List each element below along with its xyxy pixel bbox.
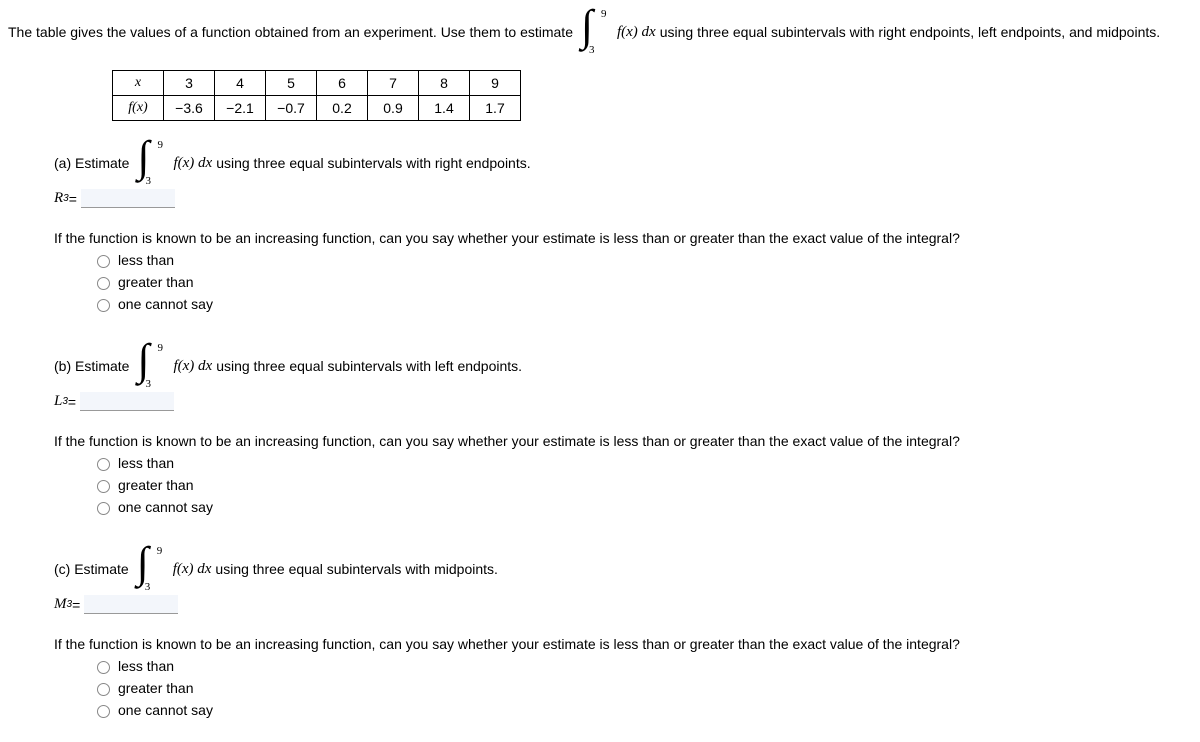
r3-input[interactable] — [81, 189, 175, 208]
question-text-b: If the function is known to be an increa… — [54, 433, 1192, 449]
radio-greater-than-c[interactable] — [97, 683, 110, 696]
data-table: x 3 4 5 6 7 8 9 f(x) −3.6 −2.1 −0.7 0.2 … — [112, 70, 521, 121]
table-cell: 0.2 — [317, 96, 368, 121]
radio-greater-than-b[interactable] — [97, 480, 110, 493]
table-cell: 0.9 — [368, 96, 419, 121]
intro-post: using three equal subintervals with righ… — [660, 24, 1160, 40]
option-label: less than — [118, 252, 174, 268]
radio-cannot-say-a[interactable] — [97, 299, 110, 312]
table-cell: x — [113, 71, 164, 96]
table-cell: 4 — [215, 71, 266, 96]
radio-less-than-c[interactable] — [97, 661, 110, 674]
part-c-label: (c) Estimate — [54, 561, 129, 577]
part-a-prompt: (a) Estimate ∫ 9 3 f(x) dx using three e… — [54, 139, 1192, 187]
answer-var: R — [54, 190, 63, 207]
question-text-a: If the function is known to be an increa… — [54, 230, 1192, 246]
integral-symbol: ∫ 9 3 — [575, 8, 615, 56]
part-b-post: using three equal subintervals with left… — [216, 358, 522, 374]
radio-greater-than-a[interactable] — [97, 277, 110, 290]
part-b-label: (b) Estimate — [54, 358, 129, 374]
table-cell: 5 — [266, 71, 317, 96]
table-cell: 8 — [419, 71, 470, 96]
table-cell: 7 — [368, 71, 419, 96]
radio-less-than-a[interactable] — [97, 255, 110, 268]
radio-less-than-b[interactable] — [97, 458, 110, 471]
table-row: x 3 4 5 6 7 8 9 — [113, 71, 521, 96]
option-label: greater than — [118, 680, 194, 696]
table-cell: 1.7 — [470, 96, 521, 121]
equals: = — [69, 191, 77, 207]
option-label: less than — [118, 455, 174, 471]
integral-symbol: ∫ 9 3 — [131, 139, 171, 187]
part-b-prompt: (b) Estimate ∫ 9 3 f(x) dx using three e… — [54, 342, 1192, 390]
table-cell: 6 — [317, 71, 368, 96]
part-c-post: using three equal subintervals with midp… — [215, 561, 498, 577]
integrand: f(x) dx — [173, 358, 216, 375]
integral-symbol: ∫ 9 3 — [131, 545, 171, 593]
radio-cannot-say-b[interactable] — [97, 502, 110, 515]
part-c-prompt: (c) Estimate ∫ 9 3 f(x) dx using three e… — [54, 545, 1192, 593]
intro-line: The table gives the values of a function… — [8, 8, 1192, 56]
answer-var: M — [54, 596, 67, 613]
option-label: greater than — [118, 477, 194, 493]
part-a-post: using three equal subintervals with righ… — [216, 155, 530, 171]
option-label: one cannot say — [118, 499, 213, 515]
intro-pre: The table gives the values of a function… — [8, 24, 573, 40]
option-label: one cannot say — [118, 296, 213, 312]
table-cell: f(x) — [113, 96, 164, 121]
question-text-c: If the function is known to be an increa… — [54, 636, 1192, 652]
option-label: less than — [118, 658, 174, 674]
equals: = — [68, 394, 76, 410]
integrand: f(x) dx — [173, 561, 216, 578]
equals: = — [72, 597, 80, 613]
option-label: greater than — [118, 274, 194, 290]
table-cell: −2.1 — [215, 96, 266, 121]
table-row: f(x) −3.6 −2.1 −0.7 0.2 0.9 1.4 1.7 — [113, 96, 521, 121]
radio-cannot-say-c[interactable] — [97, 705, 110, 718]
table-cell: 3 — [164, 71, 215, 96]
table-cell: −3.6 — [164, 96, 215, 121]
l3-input[interactable] — [80, 392, 174, 411]
integral-symbol: ∫ 9 3 — [131, 342, 171, 390]
table-cell: −0.7 — [266, 96, 317, 121]
table-cell: 1.4 — [419, 96, 470, 121]
m3-input[interactable] — [84, 595, 178, 614]
answer-var: L — [54, 393, 62, 410]
table-cell: 9 — [470, 71, 521, 96]
option-label: one cannot say — [118, 702, 213, 718]
integrand: f(x) dx — [173, 155, 216, 172]
part-a-label: (a) Estimate — [54, 155, 129, 171]
integrand: f(x) dx — [617, 24, 660, 41]
